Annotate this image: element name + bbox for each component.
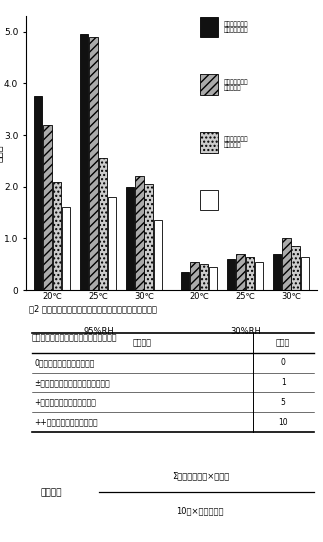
- FancyBboxPatch shape: [200, 132, 218, 152]
- Y-axis label: 発病度: 発病度: [0, 144, 3, 162]
- Bar: [227, 259, 235, 290]
- Text: 30%RH: 30%RH: [230, 327, 261, 337]
- Bar: [53, 182, 61, 290]
- Bar: [80, 34, 89, 290]
- Bar: [89, 37, 98, 290]
- Text: 発病段度: 発病段度: [133, 338, 151, 347]
- FancyBboxPatch shape: [200, 17, 218, 37]
- Text: 一次しんいちの
せん〜祖病性系: 一次しんいちの せん〜祖病性系: [224, 21, 248, 33]
- Bar: [245, 256, 254, 290]
- Bar: [144, 184, 153, 290]
- Text: しんけんもちら
〜低抗性系: しんけんもちら 〜低抗性系: [224, 137, 248, 148]
- Bar: [154, 221, 162, 290]
- Bar: [190, 262, 199, 290]
- Text: +：葉の病班が中程度のもの: +：葉の病班が中程度のもの: [35, 398, 97, 406]
- Bar: [108, 197, 116, 290]
- Bar: [126, 187, 134, 290]
- Bar: [291, 246, 300, 290]
- Text: 10: 10: [278, 417, 288, 427]
- Bar: [236, 254, 245, 290]
- Text: 重　み: 重 み: [276, 338, 290, 347]
- Text: ++：葉の病班が著しいもの: ++：葉の病班が著しいもの: [35, 417, 98, 427]
- Text: 囲2 古条揿木葉付傷接種後の温度・湿度条件と発病差異: 囲2 古条揿木葉付傷接種後の温度・湿度条件と発病差異: [29, 305, 157, 313]
- Text: 注）葉付傷接種による発病度の判定基準: 注）葉付傷接種による発病度の判定基準: [32, 333, 117, 343]
- FancyBboxPatch shape: [200, 74, 218, 95]
- Text: 0: 0: [281, 358, 286, 367]
- Bar: [99, 158, 107, 290]
- Bar: [181, 272, 190, 290]
- Text: ±：わずかに発病が認められるもの: ±：わずかに発病が認められるもの: [35, 378, 110, 387]
- Bar: [62, 208, 70, 290]
- Text: しんけんもちら
〜抵抗性系: しんけんもちら 〜抵抗性系: [224, 79, 248, 91]
- Bar: [301, 256, 309, 290]
- Text: 1: 1: [281, 378, 286, 387]
- Text: 10　×　調査葉数: 10 × 調査葉数: [176, 506, 224, 515]
- FancyBboxPatch shape: [200, 190, 218, 210]
- Text: 0：発病が認められないもの: 0：発病が認められないもの: [35, 358, 95, 367]
- Text: 95%RH: 95%RH: [83, 327, 114, 337]
- Bar: [273, 254, 281, 290]
- Bar: [209, 267, 217, 290]
- Text: 5: 5: [281, 398, 286, 406]
- Bar: [34, 96, 42, 290]
- Bar: [200, 264, 208, 290]
- Bar: [255, 262, 263, 290]
- Bar: [135, 177, 143, 290]
- Text: 発病度＝: 発病度＝: [40, 488, 62, 498]
- Bar: [43, 125, 52, 290]
- Text: Σ（発病の重み×頻度）: Σ（発病の重み×頻度）: [172, 471, 229, 480]
- Bar: [282, 238, 291, 290]
